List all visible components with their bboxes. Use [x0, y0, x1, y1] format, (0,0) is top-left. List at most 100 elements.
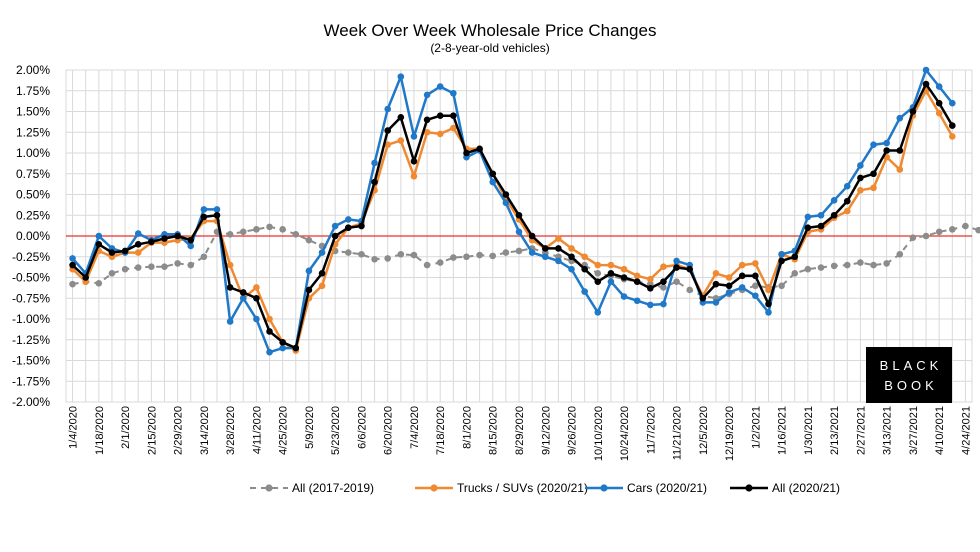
data-point — [213, 206, 221, 213]
legend-marker — [265, 484, 273, 492]
data-point — [778, 250, 785, 258]
y-axis: 2.00% 1.75% 1.50% 1.25% 1.00% 0.75% 0.50% 0.25%… — [12, 63, 50, 409]
data-point — [253, 284, 260, 291]
data-point — [384, 255, 391, 262]
logo-line-2: BOOK — [884, 378, 938, 393]
x-tick-label: 12/5/2020 — [698, 406, 710, 455]
data-point — [502, 191, 510, 198]
data-point — [345, 224, 352, 231]
data-point — [239, 228, 247, 236]
data-point — [95, 280, 103, 287]
y-tick-label: 1.00% — [16, 146, 50, 160]
data-point — [620, 274, 628, 281]
data-point — [436, 83, 444, 90]
data-point — [633, 278, 641, 285]
data-point — [725, 274, 733, 281]
data-point — [371, 159, 378, 167]
data-point — [69, 261, 76, 269]
data-point — [108, 249, 116, 256]
data-point — [134, 241, 142, 248]
data-point — [95, 241, 103, 248]
data-point — [213, 211, 221, 219]
x-tick-label: 5/9/2020 — [304, 406, 316, 449]
x-tick-label: 6/6/2020 — [356, 406, 368, 449]
data-point — [292, 231, 300, 238]
data-point — [397, 114, 405, 121]
data-point — [541, 253, 549, 261]
x-tick-label: 7/4/2020 — [409, 406, 421, 449]
x-tick-label: 6/20/2020 — [383, 406, 395, 455]
data-point — [253, 294, 260, 302]
data-point — [331, 232, 339, 240]
data-point — [752, 260, 759, 267]
data-point — [226, 318, 234, 325]
data-point — [804, 224, 812, 231]
data-point — [896, 114, 904, 122]
x-tick-label: 1/2/2021 — [750, 406, 762, 449]
series-3 — [69, 80, 956, 352]
data-point — [843, 182, 851, 190]
data-point — [922, 66, 930, 74]
x-tick-label: 2/1/2020 — [120, 406, 132, 449]
data-point — [949, 226, 956, 233]
data-point — [253, 226, 260, 233]
data-point — [410, 158, 418, 165]
data-point — [279, 344, 286, 352]
data-point — [148, 263, 155, 271]
data-point — [489, 178, 497, 186]
data-point — [555, 235, 562, 242]
data-point — [121, 265, 129, 273]
data-point — [647, 284, 654, 292]
data-point — [883, 147, 890, 154]
legend-label: All (2017-2019) — [292, 481, 374, 495]
data-point — [949, 133, 956, 140]
data-point — [410, 251, 418, 259]
data-point — [463, 253, 470, 261]
data-point — [581, 265, 588, 273]
data-point — [857, 162, 864, 169]
legend-marker — [600, 484, 608, 492]
data-point — [371, 178, 378, 186]
data-point — [817, 211, 825, 219]
data-point — [528, 249, 536, 256]
x-tick-label: 7/18/2020 — [435, 406, 447, 455]
data-point — [830, 211, 838, 219]
data-point — [843, 261, 851, 269]
x-tick-label: 1/18/2020 — [94, 406, 106, 455]
data-point — [384, 127, 391, 134]
data-point — [318, 270, 326, 277]
data-point — [830, 262, 838, 270]
x-tick-label: 9/12/2020 — [540, 406, 552, 455]
data-point — [502, 249, 510, 256]
data-point — [305, 236, 313, 244]
logo-box — [866, 347, 952, 403]
data-point — [673, 264, 680, 271]
data-point — [174, 260, 181, 267]
data-point — [187, 242, 195, 250]
data-point — [738, 272, 746, 280]
data-point — [279, 226, 286, 233]
data-point — [581, 253, 588, 261]
data-point — [266, 328, 273, 335]
data-point — [555, 257, 562, 265]
data-point — [594, 270, 602, 277]
data-point — [738, 261, 746, 269]
data-point — [594, 309, 602, 316]
y-tick-label: -0.75% — [12, 291, 50, 305]
data-point — [909, 108, 917, 115]
data-point — [371, 255, 378, 263]
data-point — [843, 207, 851, 215]
data-point — [870, 170, 877, 178]
y-tick-label: -1.25% — [12, 333, 50, 347]
x-tick-label: 11/7/2020 — [645, 406, 657, 454]
data-point — [410, 172, 418, 180]
data-point — [975, 226, 980, 234]
data-point — [712, 280, 720, 288]
data-point — [187, 261, 195, 269]
data-point — [660, 284, 667, 291]
black-book-logo: BLACK BOOK — [866, 347, 952, 403]
data-point — [752, 292, 759, 300]
data-point — [450, 254, 457, 261]
x-tick-label: 10/24/2020 — [619, 406, 631, 461]
